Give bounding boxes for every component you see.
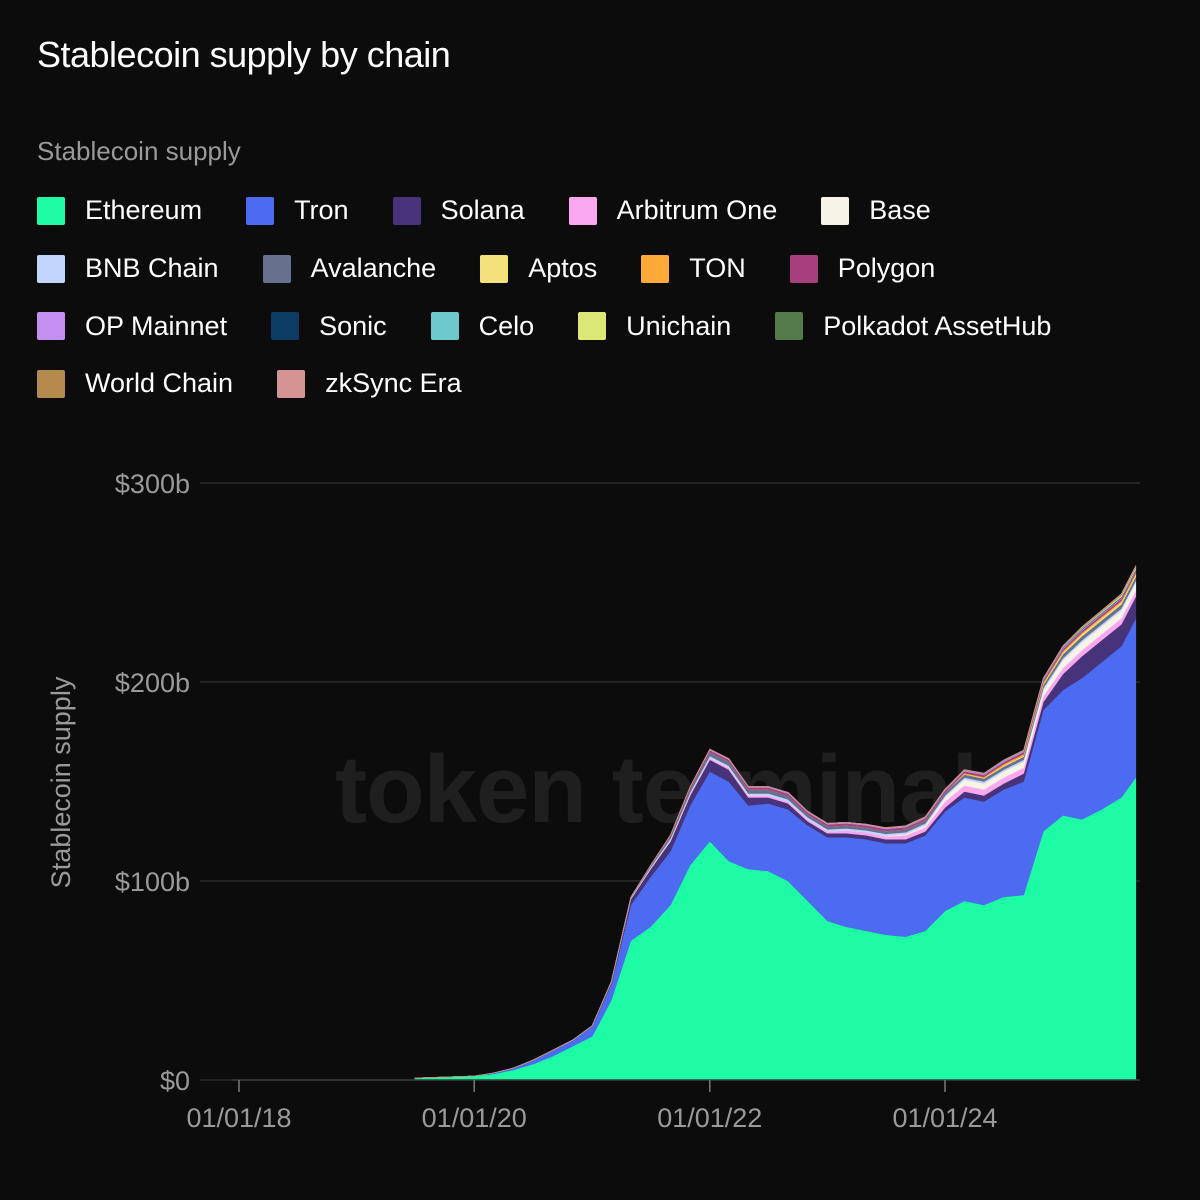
legend-swatch — [775, 312, 804, 341]
legend-label: Base — [869, 195, 931, 226]
x-tick-label: 01/01/22 — [657, 1103, 762, 1133]
legend-label: Arbitrum One — [616, 195, 778, 226]
legend-swatch — [480, 254, 509, 283]
x-tick-label: 01/01/24 — [892, 1103, 997, 1133]
legend-item[interactable]: Polkadot AssetHub — [775, 311, 1051, 342]
legend-item[interactable]: Solana — [392, 195, 525, 226]
legend-label: Sonic — [319, 310, 387, 341]
legend-label: Polkadot AssetHub — [823, 310, 1052, 341]
legend-item[interactable]: zkSync Era — [277, 368, 462, 399]
legend-row: OP Mainnet Sonic Celo Unichain Polkadot Asse… — [37, 297, 1177, 355]
legend-item[interactable]: Unichain — [578, 311, 731, 342]
legend-label: BNB Chain — [85, 253, 219, 284]
legend-swatch — [271, 312, 300, 341]
legend-label: Unichain — [626, 310, 732, 341]
x-tick-label: 01/01/20 — [422, 1103, 527, 1133]
legend-label: Avalanche — [310, 253, 437, 284]
legend-swatch — [262, 254, 291, 283]
y-axis-label: Stablecoin supply — [46, 676, 76, 888]
legend-label: Ethereum — [85, 195, 203, 226]
legend-item[interactable]: Ethereum — [37, 195, 202, 226]
legend-label: Tron — [294, 195, 349, 226]
legend-swatch — [578, 312, 607, 341]
legend-item[interactable]: TON — [641, 253, 746, 284]
legend-item[interactable]: Base — [821, 195, 931, 226]
legend: Ethereum Tron Solana Arbitrum One Base BNB Ch… — [37, 182, 1177, 413]
legend-item[interactable]: Avalanche — [262, 253, 437, 284]
axes: $0 $100b $200b $300b 01/01/18 01/01/20 01/01/2… — [46, 469, 1140, 1133]
legend-swatch — [37, 369, 65, 398]
y-tick-label: $300b — [115, 469, 190, 499]
legend-label: World Chain — [85, 368, 234, 399]
legend-label: Polygon — [837, 253, 936, 284]
legend-swatch — [37, 312, 65, 341]
y-tick-label: $200b — [115, 668, 190, 698]
y-tick-label: $100b — [115, 867, 190, 897]
legend-swatch — [789, 254, 818, 283]
chart-title: Stablecoin supply by chain — [37, 34, 451, 75]
legend-item[interactable]: Tron — [246, 195, 349, 226]
legend-item[interactable]: Celo — [430, 310, 535, 342]
legend-title: Stablecoin supply — [37, 136, 241, 166]
legend-item[interactable]: World Chain — [37, 368, 233, 399]
legend-swatch — [37, 254, 65, 283]
legend-item[interactable]: Aptos — [480, 253, 597, 284]
legend-item[interactable]: Arbitrum One — [568, 195, 778, 226]
legend-row: BNB Chain Avalanche Aptos TON Polygon — [37, 240, 1177, 298]
legend-swatch — [821, 196, 850, 225]
legend-item[interactable]: OP Mainnet — [37, 311, 227, 342]
y-tick-label: $0 — [160, 1066, 190, 1096]
legend-swatch — [37, 196, 65, 225]
legend-swatch — [277, 369, 306, 398]
legend-item[interactable]: BNB Chain — [37, 253, 219, 284]
legend-swatch — [568, 196, 597, 225]
legend-row: World Chain zkSync Era — [37, 355, 1177, 413]
area-zksync-era[interactable] — [414, 565, 1137, 1079]
legend-swatch — [392, 196, 421, 225]
legend-swatch — [430, 312, 459, 341]
series-areas — [414, 565, 1137, 1081]
legend-label: OP Mainnet — [85, 310, 228, 341]
legend-label: Aptos — [528, 253, 598, 284]
legend-label: Celo — [478, 310, 535, 341]
legend-swatch — [246, 196, 275, 225]
x-tick-label: 01/01/18 — [186, 1103, 291, 1133]
legend-swatch — [641, 254, 670, 283]
legend-item[interactable]: Sonic — [271, 311, 387, 342]
legend-label: zkSync Era — [325, 368, 462, 399]
legend-item[interactable]: Polygon — [789, 253, 936, 284]
legend-label: TON — [689, 253, 746, 284]
legend-label: Solana — [440, 195, 525, 226]
legend-row: Ethereum Tron Solana Arbitrum One Base — [37, 182, 1177, 240]
